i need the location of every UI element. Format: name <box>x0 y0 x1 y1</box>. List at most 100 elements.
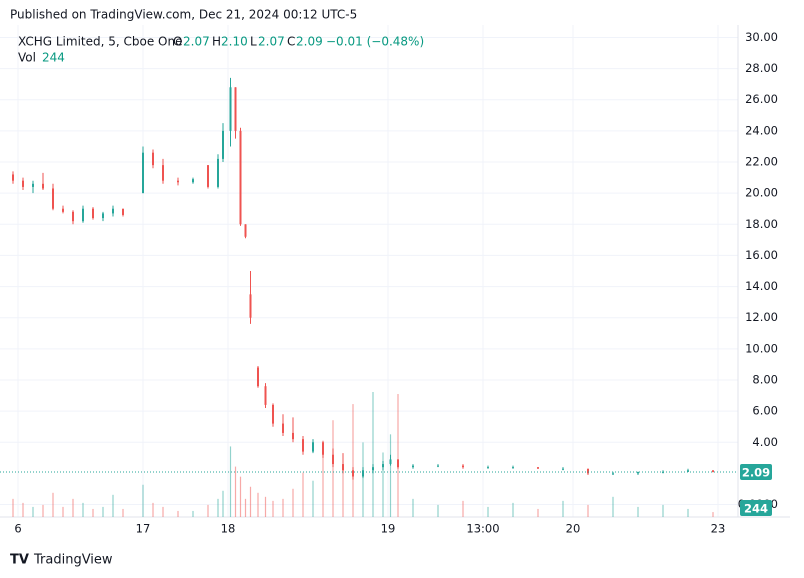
volume-bar <box>217 498 219 517</box>
candle-body <box>32 183 34 187</box>
volume-bar <box>372 392 374 517</box>
candle-body <box>229 87 232 131</box>
volume-bar <box>32 506 34 517</box>
brand: TradingView <box>33 553 113 568</box>
y-tick-label: 14.00 <box>745 279 778 293</box>
x-tick-label: 19 <box>381 522 396 536</box>
symbol: XCHG Limited, 5, Cboe One <box>18 35 182 49</box>
candle-body <box>292 432 294 440</box>
volume-bar <box>312 480 314 517</box>
y-tick-label: 20.00 <box>745 186 778 200</box>
candle-body <box>102 213 104 219</box>
candle-body <box>22 180 24 187</box>
low: 2.07 <box>258 35 285 49</box>
candle-body <box>222 130 224 159</box>
volume-bar <box>537 508 539 517</box>
volume-bar <box>437 504 439 517</box>
candle-body <box>72 211 74 222</box>
candle-body <box>389 459 392 465</box>
volume-bar <box>637 506 639 517</box>
volume-bar <box>687 508 689 517</box>
volume-bar <box>42 504 44 517</box>
candle-body <box>162 165 164 181</box>
candle-body <box>62 208 64 212</box>
volume-bar <box>52 492 54 517</box>
volume-bar <box>612 496 614 517</box>
published-note: Published on TradingView.com, Dec 21, 20… <box>10 8 357 22</box>
candle-body <box>342 464 344 471</box>
candle-body <box>612 473 614 475</box>
candle-body <box>512 467 514 469</box>
candle-body <box>272 404 274 424</box>
candle-body <box>92 208 94 219</box>
volume-bar <box>234 466 237 517</box>
candle-body <box>12 174 14 181</box>
brand-logo: TV <box>10 553 29 568</box>
candle-body <box>257 367 259 387</box>
volume-bar <box>462 500 464 517</box>
candle-body <box>192 179 194 183</box>
volume-bar <box>562 500 564 517</box>
candle-body <box>637 471 639 474</box>
candle-body <box>244 224 247 237</box>
y-tick-label: 26.00 <box>745 92 778 106</box>
plot-area: 0.00004.006.008.0010.0012.0014.0016.0018… <box>0 25 790 536</box>
volume-bar <box>22 502 24 517</box>
volume-bar <box>512 502 514 517</box>
volume-bar <box>72 498 74 517</box>
volume-bar <box>662 504 664 517</box>
volume-bar <box>152 502 154 517</box>
last-price-label: 2.09 <box>742 466 770 480</box>
volume-bar <box>92 508 94 517</box>
candle-body <box>312 442 314 452</box>
candle-body <box>712 470 714 473</box>
volume-bar <box>282 498 284 517</box>
volume-bar <box>712 512 714 517</box>
volume-bar <box>244 498 247 517</box>
legend: XCHG Limited, 5, Cboe One O 2.07 H 2.10 … <box>18 35 424 65</box>
candle-body <box>322 442 324 455</box>
candle-body <box>562 468 564 470</box>
y-tick-label: 12.00 <box>745 310 778 324</box>
y-tick-label: 16.00 <box>745 248 778 262</box>
close: 2.09 <box>296 35 323 49</box>
volume-bar <box>322 454 324 517</box>
candle-body <box>302 439 304 452</box>
volume-bar <box>12 498 14 517</box>
last-price-box <box>740 464 772 481</box>
volume-bar <box>122 508 124 517</box>
volume-bar <box>264 496 267 517</box>
candle-body <box>362 470 364 477</box>
candle-body <box>234 87 237 131</box>
change: −0.01 (−0.48%) <box>326 35 424 49</box>
candle-body <box>52 188 54 209</box>
x-tick-label: 13:00 <box>466 522 499 536</box>
candle-body <box>264 386 267 405</box>
y-tick-label: 6.00 <box>752 404 778 418</box>
volume-bar <box>207 504 209 517</box>
volume-bar <box>177 510 179 517</box>
volume-bar <box>272 500 274 517</box>
open: 2.07 <box>183 35 210 49</box>
volume-bar <box>112 494 114 517</box>
x-tick-label: 23 <box>711 522 726 536</box>
x-tick-label: 17 <box>136 522 151 536</box>
open-key: O <box>173 35 182 49</box>
candle-body <box>282 423 284 433</box>
y-tick-label: 30.00 <box>745 30 778 44</box>
candle-body <box>122 208 124 215</box>
volume-bar <box>342 464 344 517</box>
y-tick-label: 18.00 <box>745 217 778 231</box>
y-tick-label: 10.00 <box>745 341 778 355</box>
volume-bar <box>412 498 414 517</box>
volume-bar <box>389 434 392 517</box>
x-tick-label: 6 <box>14 522 21 536</box>
candle-body <box>437 465 439 467</box>
volume-bar <box>352 404 354 517</box>
volume-box <box>740 500 772 516</box>
candle-body <box>382 464 384 468</box>
candle-body <box>587 468 589 474</box>
x-tick-label: 18 <box>221 522 236 536</box>
